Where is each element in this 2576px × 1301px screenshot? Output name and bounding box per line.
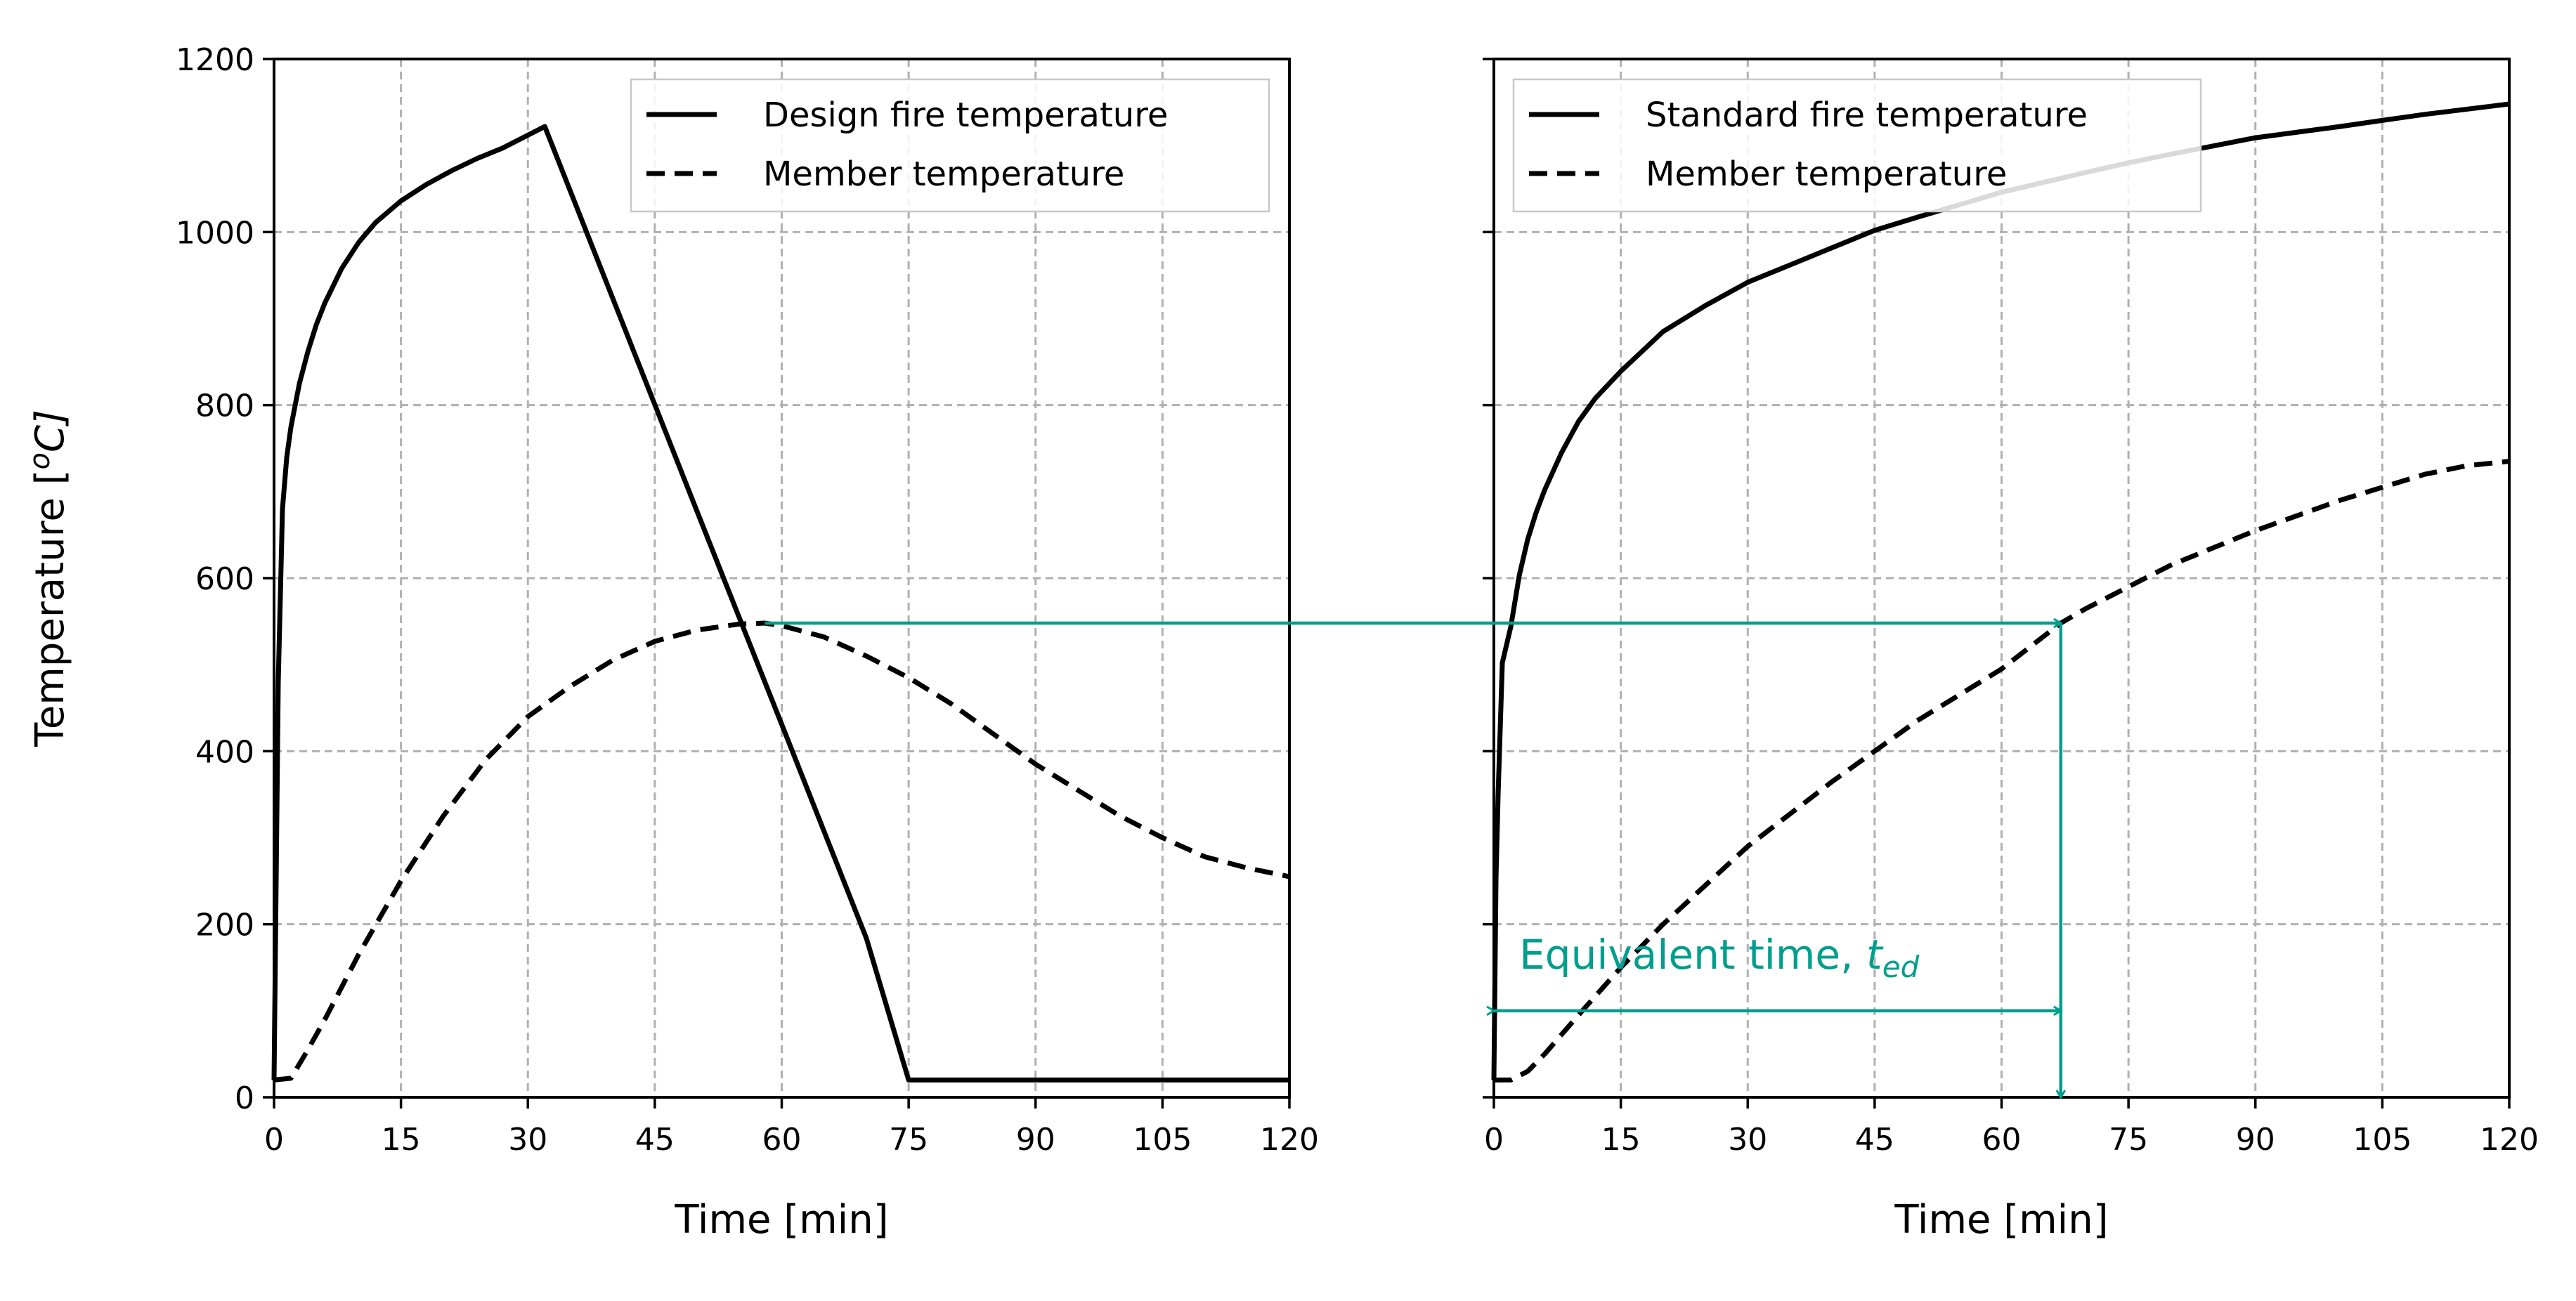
series-line xyxy=(1494,459,2510,1083)
equivalent-time-label-text: Equivalent time, xyxy=(1519,931,1866,979)
x-tick-label: 90 xyxy=(1016,1122,1055,1158)
x-tick-label: 30 xyxy=(508,1122,547,1158)
equivalent-time-label: Equivalent time, ted xyxy=(1519,931,1919,984)
right-panel: 0 15 30 45 60 75 90 105 120 Time [min] Standard … xyxy=(1483,58,2539,1243)
x-tick-label: 45 xyxy=(1855,1122,1894,1158)
x-tick-label: 105 xyxy=(2353,1122,2412,1158)
y-tick-label: 600 xyxy=(195,561,254,597)
x-tick-label: 75 xyxy=(889,1122,928,1158)
legend-entry-label: Member temperature xyxy=(763,155,1124,194)
y-tick-label: 1200 xyxy=(176,42,254,78)
series-line xyxy=(1491,101,2510,1080)
right-legend: Standard fire temperature Member temperat… xyxy=(1512,78,2202,213)
right-ticks: 0 15 30 45 60 75 90 105 120 xyxy=(1483,58,2539,1158)
y-axis-label-text: Temperature [ xyxy=(27,470,73,747)
x-tick-label: 120 xyxy=(1260,1122,1319,1158)
x-tick-label: 60 xyxy=(762,1122,802,1158)
series-line xyxy=(273,620,1290,1083)
legend-entry-label: Member temperature xyxy=(1646,155,2007,194)
y-axis-label-sup: o xyxy=(24,452,56,469)
left-grid xyxy=(273,58,1291,1099)
legend-entry-label: Design fire temperature xyxy=(763,96,1168,135)
x-tick-label: 15 xyxy=(1601,1122,1641,1158)
y-tick-label: 0 xyxy=(235,1080,254,1116)
series-line xyxy=(271,124,1289,1083)
legend-box xyxy=(1512,78,2202,213)
x-tick-label: 0 xyxy=(264,1122,284,1158)
left-y-axis-label: Temperature [oC] xyxy=(24,410,73,747)
y-tick-label: 200 xyxy=(195,908,254,943)
left-legend: Design fire temperature Member temperatur… xyxy=(630,78,1270,213)
x-tick-label: 90 xyxy=(2236,1122,2275,1158)
left-series-layer xyxy=(271,124,1290,1083)
x-tick-label: 75 xyxy=(2109,1122,2148,1158)
right-series-layer xyxy=(1491,101,2510,1083)
x-tick-label: 105 xyxy=(1133,1122,1192,1158)
x-tick-label: 120 xyxy=(2480,1122,2539,1158)
y-tick-label: 1000 xyxy=(176,215,254,251)
legend-entry-label: Standard fire temperature xyxy=(1646,96,2088,135)
x-tick-label: 30 xyxy=(1728,1122,1767,1158)
equivalent-time-subscript: ed xyxy=(1882,950,1920,984)
x-tick-label: 45 xyxy=(635,1122,675,1158)
legend-box xyxy=(630,78,1270,213)
left-x-axis-label: Time [min] xyxy=(674,1197,888,1243)
y-axis-label-unit: C] xyxy=(27,410,73,452)
y-tick-label: 800 xyxy=(195,388,254,424)
x-tick-label: 15 xyxy=(382,1122,421,1158)
equivalent-time-annotation: Equivalent time, ted xyxy=(765,623,2060,1097)
left-panel: 0 15 30 45 60 75 90 105 120020040060080010001200… xyxy=(24,42,1319,1243)
x-tick-label: 0 xyxy=(1484,1122,1504,1158)
equivalent-time-symbol: t xyxy=(1866,931,1884,979)
right-x-axis-label: Time [min] xyxy=(1894,1197,2108,1243)
x-tick-label: 60 xyxy=(1982,1122,2022,1158)
y-tick-label: 400 xyxy=(195,734,254,770)
